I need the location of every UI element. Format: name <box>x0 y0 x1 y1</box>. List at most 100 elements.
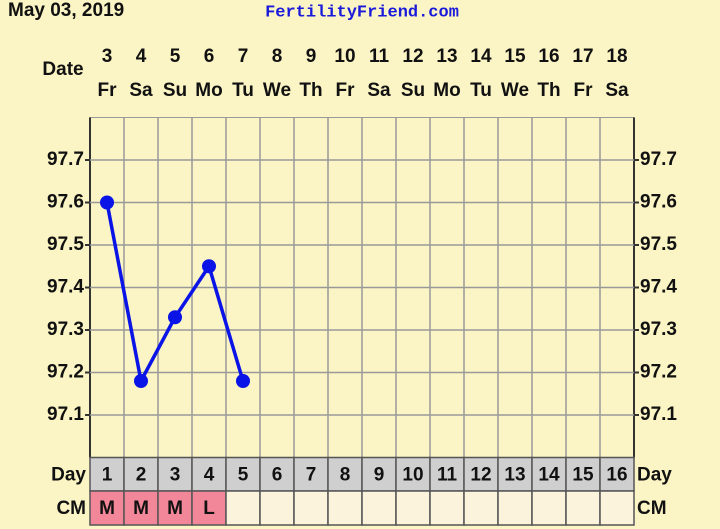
y-tick-label: 97.7 <box>47 149 84 170</box>
cm-label: L <box>203 498 215 519</box>
y-tick-label: 97.6 <box>47 192 84 213</box>
day-label: 2 <box>136 464 147 485</box>
cm-cell <box>225 490 261 526</box>
day-label: 11 <box>437 464 458 485</box>
day-label: 5 <box>238 464 249 485</box>
day-label: 14 <box>538 464 560 485</box>
cm-cell <box>429 490 465 526</box>
chart-date: May 03, 2019 <box>8 0 124 21</box>
day-label: 12 <box>470 464 491 485</box>
weekday-label: Su <box>163 80 187 101</box>
cm-cell <box>531 490 567 526</box>
date-label: 5 <box>170 46 181 67</box>
cm-cell <box>191 490 227 526</box>
date-label: 13 <box>436 46 457 67</box>
weekday-label: Tu <box>470 80 492 101</box>
y-tick-label: 97.3 <box>47 319 84 340</box>
y-tick-label: 97.1 <box>640 404 677 425</box>
y-tick-label: 97.5 <box>640 234 677 255</box>
weekday-label: Fr <box>336 80 356 101</box>
weekday-label: We <box>501 80 529 101</box>
y-tick-label: 97.3 <box>640 319 677 340</box>
cm-label: M <box>133 498 149 519</box>
date-label: 8 <box>272 46 283 67</box>
day-label: 10 <box>402 464 423 485</box>
cm-cell <box>463 490 499 526</box>
day-label: 15 <box>572 464 594 485</box>
day-label: 1 <box>102 464 113 485</box>
day-cell <box>565 456 601 492</box>
day-cell <box>259 456 295 492</box>
cm-label: M <box>167 498 183 519</box>
weekday-label: Sa <box>367 80 391 101</box>
date-label: 12 <box>402 46 423 67</box>
cm-cell <box>395 490 431 526</box>
y-tick-label: 97.1 <box>47 404 84 425</box>
cm-cell <box>599 490 635 526</box>
date-label: 18 <box>606 46 627 67</box>
day-label: 3 <box>170 464 181 485</box>
temperature-point <box>168 310 182 325</box>
date-label: 4 <box>136 46 147 67</box>
weekday-label: Sa <box>605 80 629 101</box>
cm-cell <box>361 490 397 526</box>
weekday-label: Mo <box>195 80 222 101</box>
day-label: 4 <box>204 464 215 485</box>
y-tick-label: 97.4 <box>640 277 677 298</box>
cm-cell <box>565 490 601 526</box>
cm-cell <box>157 490 193 526</box>
y-tick-label: 97.7 <box>640 149 677 170</box>
row-label: Date <box>42 59 83 80</box>
date-label: 9 <box>306 46 317 67</box>
temperature-point <box>202 259 216 274</box>
weekday-label: Fr <box>574 80 594 101</box>
date-label: 15 <box>504 46 526 67</box>
date-label: 16 <box>538 46 559 67</box>
date-label: 14 <box>470 46 492 67</box>
day-cell <box>225 456 261 492</box>
y-tick-label: 97.2 <box>640 362 677 383</box>
y-tick-label: 97.5 <box>47 234 84 255</box>
cm-cell <box>327 490 363 526</box>
day-cell <box>361 456 397 492</box>
cm-cell <box>259 490 295 526</box>
weekday-label: Mo <box>433 80 460 101</box>
weekday-label: Th <box>299 80 322 101</box>
weekday-label: We <box>263 80 291 101</box>
cm-cell <box>497 490 533 526</box>
weekday-label: Sa <box>129 80 153 101</box>
weekday-label: Su <box>401 80 425 101</box>
site-name: FertilityFriend.com <box>265 3 459 22</box>
y-tick-label: 97.2 <box>47 362 84 383</box>
cm-cell <box>89 490 125 526</box>
day-cell <box>599 456 635 492</box>
day-label: 8 <box>340 464 351 485</box>
y-tick-label: 97.4 <box>47 277 84 298</box>
weekday-label: Fr <box>98 80 118 101</box>
day-label: 6 <box>272 464 283 485</box>
cm-label: M <box>99 498 115 519</box>
date-label: 10 <box>334 46 355 67</box>
date-label: 11 <box>369 46 390 67</box>
day-label: 16 <box>606 464 627 485</box>
cm-cell <box>123 490 159 526</box>
temperature-point <box>134 374 148 388</box>
date-label: 3 <box>102 46 113 67</box>
y-tick-label: 97.6 <box>640 192 677 213</box>
weekday-label: Tu <box>232 80 254 101</box>
date-label: 7 <box>238 46 249 67</box>
row-label: CM <box>56 498 86 519</box>
temperature-point <box>100 195 114 210</box>
day-label: 9 <box>374 464 385 485</box>
date-label: 17 <box>572 46 593 67</box>
day-cell <box>123 456 159 492</box>
row-label: Day <box>51 464 86 485</box>
weekday-label: Th <box>537 80 560 101</box>
date-label: 6 <box>204 46 215 67</box>
row-label: Day <box>637 464 672 485</box>
cm-cell <box>293 490 329 526</box>
temperature-point <box>236 374 250 388</box>
day-label: 13 <box>504 464 525 485</box>
row-label: CM <box>637 498 667 519</box>
